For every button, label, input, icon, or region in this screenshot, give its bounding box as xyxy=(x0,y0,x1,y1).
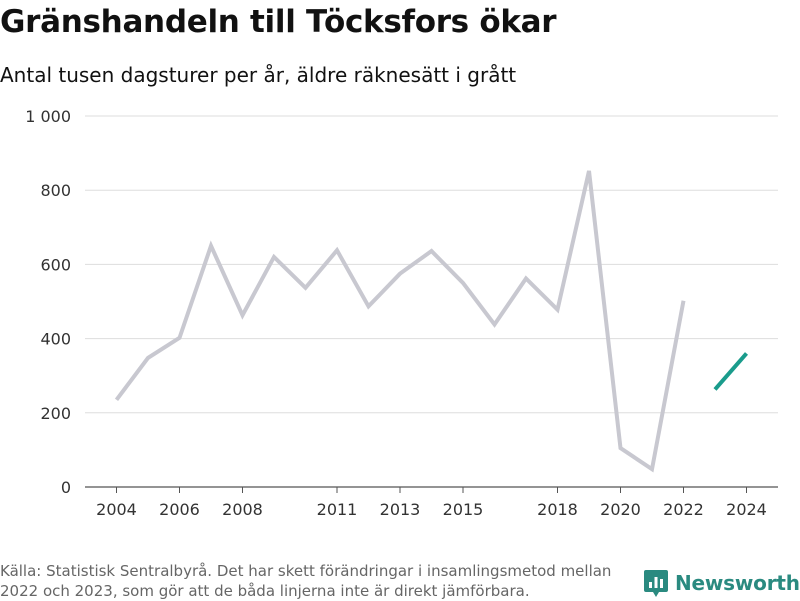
brand-name: Newsworthy xyxy=(675,571,800,595)
line-chart: 0 200 400 600 800 1 000 2004 2006 2008 2011 2013 20… xyxy=(0,0,800,560)
y-tick-label: 800 xyxy=(40,181,71,200)
source-note: Källa: Statistisk Sentralbyrå. Det har s… xyxy=(0,561,640,601)
x-tick-label: 2022 xyxy=(663,500,704,519)
series-line-older-method xyxy=(117,171,684,469)
x-tick-label: 2011 xyxy=(317,500,358,519)
brand: Newsworthy xyxy=(643,568,800,598)
axes: 0 200 400 600 800 1 000 2004 2006 2008 2011 2013 20… xyxy=(25,107,778,519)
x-tick-label: 2015 xyxy=(443,500,484,519)
gridlines xyxy=(85,116,778,413)
x-tick-label: 2008 xyxy=(222,500,263,519)
series-lines xyxy=(116,171,746,469)
y-tick-label: 0 xyxy=(61,478,71,497)
series-line-new-method xyxy=(715,353,747,389)
x-tick-label: 2006 xyxy=(159,500,200,519)
x-tick-label: 2024 xyxy=(726,500,767,519)
x-tick-label: 2018 xyxy=(537,500,578,519)
x-tick-label: 2020 xyxy=(600,500,641,519)
y-tick-label: 600 xyxy=(40,255,71,274)
y-tick-label: 1 000 xyxy=(25,107,71,126)
newsworthy-logo-icon xyxy=(643,568,669,598)
x-tick-label: 2013 xyxy=(380,500,421,519)
y-tick-label: 400 xyxy=(40,330,71,349)
x-tick-label: 2004 xyxy=(96,500,137,519)
y-tick-label: 200 xyxy=(40,404,71,423)
